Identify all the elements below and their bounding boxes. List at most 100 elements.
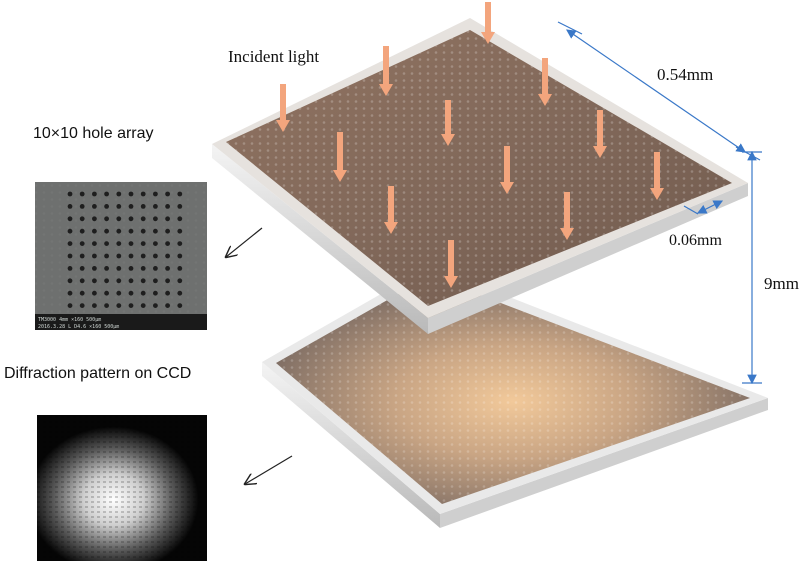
diffraction-image [37, 415, 207, 561]
sem-info-bar [35, 314, 207, 330]
sem-hole [177, 216, 183, 222]
sem-hole [128, 278, 134, 284]
sem-hole [153, 278, 158, 284]
sem-hole [79, 266, 85, 271]
dimension-lines [557, 21, 762, 385]
sem-hole [67, 253, 73, 259]
sem-hole [165, 290, 171, 296]
sem-hole [104, 204, 109, 209]
sem-hole [116, 303, 122, 308]
sem-hole [153, 191, 158, 197]
sem-hole [104, 278, 109, 284]
sem-hole [79, 253, 85, 259]
sem-hole [165, 278, 171, 284]
sem-hole [116, 228, 122, 234]
sem-hole [140, 253, 146, 259]
sem-hole [116, 241, 122, 247]
sem-hole [140, 191, 146, 197]
sem-hole [92, 303, 97, 308]
sem-hole [140, 278, 146, 284]
sem-hole [153, 204, 158, 209]
sem-hole [140, 303, 146, 308]
light-arrow [538, 58, 552, 106]
pointer-arrow-sem [226, 227, 263, 257]
sem-hole [177, 278, 183, 284]
sem-hole [153, 266, 158, 271]
hole-array-label: 10×10 hole array [33, 125, 154, 142]
sem-hole [116, 191, 122, 197]
sem-hole [140, 204, 146, 209]
light-arrow [333, 132, 347, 182]
sem-hole [153, 216, 158, 222]
sem-hole [165, 204, 171, 209]
sem-hole [177, 290, 183, 296]
sem-hole [140, 241, 146, 247]
sem-hole [67, 290, 73, 296]
sem-hole [92, 191, 97, 197]
sem-hole [92, 241, 97, 247]
light-arrow [441, 100, 455, 146]
sem-hole [104, 241, 109, 247]
sem-hole [79, 216, 85, 222]
incident-light-arrows [276, 2, 664, 288]
sem-hole [104, 266, 109, 271]
sem-hole [177, 228, 183, 234]
sem-hole [140, 216, 146, 222]
light-arrow [379, 46, 393, 96]
sem-hole [67, 278, 73, 284]
light-arrow [500, 146, 514, 194]
sem-hole [116, 253, 122, 259]
gap-dimension-label: 9mm [764, 274, 799, 293]
sem-hole [177, 204, 183, 209]
sem-hole [128, 253, 134, 259]
sem-hole [177, 266, 183, 271]
sem-info-line2: 2016.3.28 L D4.6 ×160 500μm [38, 324, 119, 330]
sem-hole [79, 290, 85, 296]
sem-hole [67, 266, 73, 271]
sem-hole [104, 253, 109, 259]
sem-hole [128, 303, 134, 308]
sem-hole [153, 241, 158, 247]
sem-hole [177, 253, 183, 259]
sem-hole [67, 228, 73, 234]
light-arrow [650, 152, 664, 200]
sem-hole [165, 191, 171, 197]
sem-hole [79, 204, 85, 209]
sem-hole [79, 228, 85, 234]
sem-hole [104, 216, 109, 222]
sem-info-line1: TM3000 4mm ×160 500μm [38, 317, 101, 323]
sem-hole [92, 266, 97, 271]
width-dimension-label: 0.54mm [657, 65, 713, 84]
sem-hole [116, 216, 122, 222]
sem-hole [116, 204, 122, 209]
hole-array-plate [212, 18, 748, 334]
sem-hole [128, 216, 134, 222]
sem-hole [140, 290, 146, 296]
sem-hole [140, 228, 146, 234]
sem-hole [128, 241, 134, 247]
sem-hole [128, 290, 134, 296]
sem-hole [67, 303, 73, 308]
pointer-arrow-ccd [245, 455, 293, 484]
sem-hole [128, 266, 134, 271]
sem-hole [92, 216, 97, 222]
sem-hole [128, 204, 134, 209]
sem-hole [165, 253, 171, 259]
sem-hole [67, 241, 73, 247]
sem-hole [153, 303, 158, 308]
diffraction-pattern-label: Diffraction pattern on CCD [4, 365, 191, 382]
light-arrow [444, 240, 458, 288]
sem-image: TM3000 4mm ×160 500μm 2016.3.28 L D4.6 ×… [35, 182, 207, 330]
sem-hole [79, 278, 85, 284]
sem-hole [104, 303, 109, 308]
sem-hole [128, 191, 134, 197]
sem-hole [92, 290, 97, 296]
sem-hole [79, 303, 85, 308]
sem-hole [116, 290, 122, 296]
incident-light-label: Incident light [228, 47, 319, 66]
sem-hole [153, 228, 158, 234]
sem-hole [177, 191, 183, 197]
sem-hole [79, 191, 85, 197]
sem-hole [104, 228, 109, 234]
